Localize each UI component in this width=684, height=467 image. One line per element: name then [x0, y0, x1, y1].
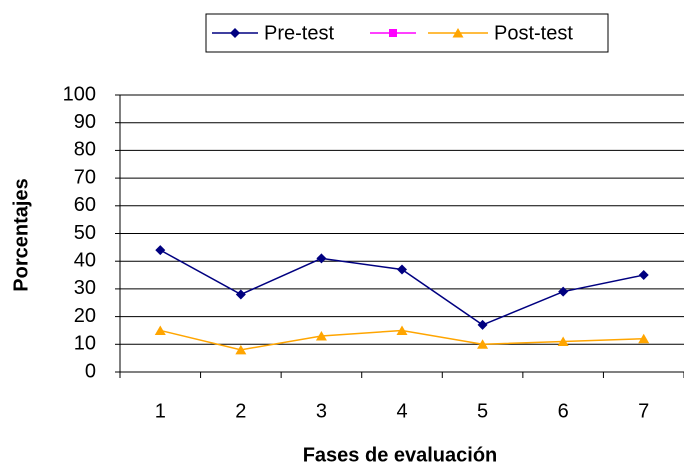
- y-axis-title: Porcentajes: [10, 178, 32, 291]
- marker: [477, 339, 489, 349]
- marker: [230, 28, 240, 38]
- x-tick-label: 5: [477, 400, 488, 422]
- marker: [452, 28, 464, 38]
- marker: [638, 333, 650, 344]
- marker: [397, 264, 407, 275]
- marker: [638, 270, 649, 281]
- y-tick-label: 100: [63, 83, 96, 105]
- y-tick-label: 90: [74, 111, 96, 133]
- marker: [557, 336, 569, 347]
- x-tick-label: 7: [638, 400, 649, 422]
- y-tick-label: 20: [74, 305, 96, 327]
- x-tick-label: 6: [558, 400, 569, 422]
- y-tick-label: 40: [74, 249, 96, 271]
- legend-label: Post-test: [494, 22, 573, 44]
- marker: [316, 253, 327, 264]
- y-tick-label: 60: [74, 194, 96, 216]
- x-axis-title: Fases de evaluación: [303, 444, 498, 466]
- marker: [389, 29, 397, 37]
- y-tick-label: 0: [85, 360, 96, 382]
- marker: [396, 325, 408, 335]
- x-tick-label: 1: [155, 400, 166, 422]
- x-tick-label: 3: [316, 400, 327, 422]
- y-tick-label: 50: [74, 222, 96, 244]
- y-tick-label: 70: [74, 166, 96, 188]
- marker: [155, 245, 166, 256]
- marker: [235, 344, 247, 355]
- y-tick-label: 30: [74, 277, 96, 299]
- legend-label: Pre-test: [264, 22, 334, 44]
- x-tick-label: 4: [396, 400, 407, 422]
- marker: [154, 325, 166, 335]
- marker: [235, 289, 246, 300]
- marker: [477, 319, 488, 330]
- y-tick-label: 10: [74, 333, 96, 355]
- marker: [558, 286, 569, 297]
- marker: [315, 330, 327, 341]
- x-tick-label: 2: [235, 400, 246, 422]
- y-tick-label: 80: [74, 139, 96, 161]
